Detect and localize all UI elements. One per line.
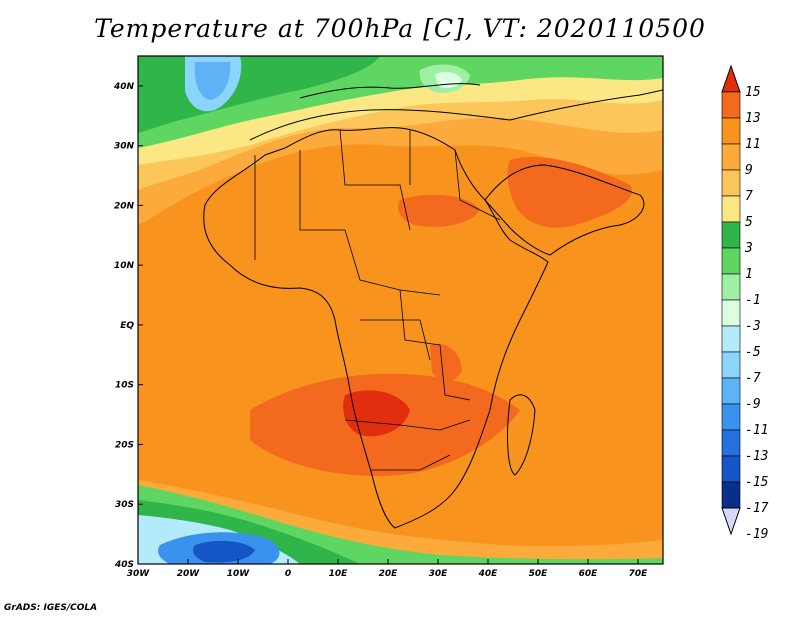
colorbar-label: 5 (745, 215, 753, 230)
colorbar-label: 13 (745, 111, 761, 126)
lon-tick-label: 60E (579, 569, 599, 579)
colorbar-top-arrow (721, 64, 741, 93)
colorbar-label: -19 (745, 527, 768, 542)
map-title: Temperature at 700hPa [C], VT: 202011050… (94, 14, 706, 43)
lon-tick-label: 20E (379, 569, 399, 579)
lon-tick-label: 10W (227, 569, 251, 579)
lon-tick-label: 0 (285, 569, 291, 579)
lat-tick-label: 30S (115, 500, 134, 510)
colorbar-label: -3 (745, 319, 761, 334)
lat-tick-label: 40S (114, 560, 134, 570)
colorbar-swatch (721, 143, 741, 171)
colorbar-swatch (721, 273, 741, 301)
colorbar-label: -1 (745, 293, 761, 308)
colorbar-label: 1 (745, 267, 753, 282)
latitude-axis: 40N 30N 20N 10N EQ 10S 20S 30S 40S (113, 82, 143, 570)
lat-tick-label: 10S (115, 381, 134, 391)
lon-tick-label: 10E (329, 569, 349, 579)
colorbar-swatch (721, 403, 741, 431)
lon-tick-label: 30E (429, 569, 449, 579)
lon-tick-label: 30W (127, 569, 151, 579)
colorbar-swatch (721, 429, 741, 457)
colorbar-label: -7 (745, 371, 761, 386)
credit-label: GrADS: IGES/COLA (4, 603, 98, 613)
lat-tick-label: 30N (114, 142, 135, 152)
colorbar-swatch (721, 481, 741, 509)
colorbar-swatch (721, 325, 741, 353)
colorbar-label: 9 (745, 163, 753, 178)
colorbar-swatch (721, 377, 741, 405)
coastlines (203, 83, 663, 529)
colorbar-swatch (721, 351, 741, 379)
colorbar-swatch (721, 455, 741, 483)
colorbar-swatch (721, 117, 741, 145)
lon-tick-label: 50E (529, 569, 549, 579)
colorbar-label: -11 (745, 423, 768, 438)
longitude-axis: 30W 20W 10W 0 10E 20E 30E 40E 50E 60E 70E (127, 559, 648, 579)
lat-tick-label: 20S (115, 440, 134, 450)
lat-tick-label: 40N (113, 82, 135, 92)
colorbar-swatch (721, 195, 741, 223)
temperature-field (138, 56, 663, 564)
colorbar-label: 7 (745, 189, 753, 204)
colorbar-label: 15 (745, 85, 761, 100)
lon-tick-label: 40E (478, 569, 499, 579)
lat-tick-label: EQ (120, 321, 134, 331)
colorbar-label: -13 (745, 449, 768, 464)
lon-tick-label: 20W (177, 569, 201, 579)
colorbar-swatch (721, 169, 741, 197)
lat-tick-label: 10N (114, 261, 135, 271)
lat-tick-label: 20N (114, 201, 135, 211)
colorbar-swatch (721, 247, 741, 275)
colorbar-label: 11 (745, 137, 761, 152)
colorbar-swatch (721, 221, 741, 249)
colorbar: 15 13 11 9 7 5 3 1 -1 -3 -5 -7 -9 -11 -13 -15 -17 -19 (721, 64, 769, 542)
colorbar-label: -9 (745, 397, 761, 412)
country-borders (254, 129, 501, 471)
colorbar-label: -5 (745, 345, 761, 360)
colorbar-label: -17 (745, 501, 769, 516)
map-frame (137, 55, 664, 565)
lon-tick-label: 70E (629, 569, 649, 579)
colorbar-swatch (721, 299, 741, 327)
colorbar-label: 3 (744, 241, 753, 256)
colorbar-swatch (721, 91, 741, 119)
colorbar-label: -15 (745, 475, 769, 490)
colorbar-bottom-arrow (721, 507, 741, 536)
